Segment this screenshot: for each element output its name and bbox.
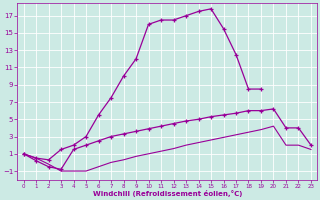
X-axis label: Windchill (Refroidissement éolien,°C): Windchill (Refroidissement éolien,°C) bbox=[92, 190, 242, 197]
